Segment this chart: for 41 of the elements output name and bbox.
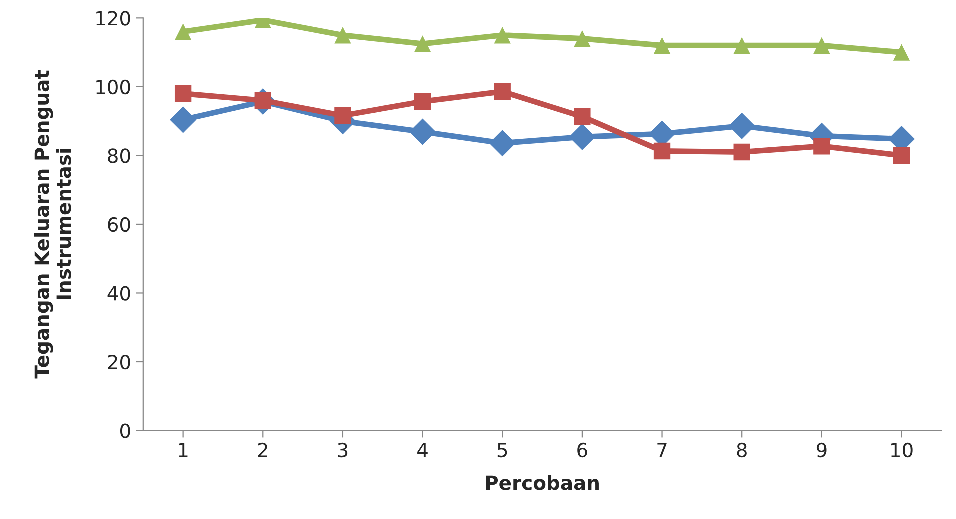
point (734, 37, 750, 54)
point (893, 44, 910, 61)
point (494, 83, 511, 100)
point (814, 138, 830, 155)
x-tick-label: 1 (179, 443, 188, 458)
point (893, 147, 910, 164)
y-tick-label: 0 (120, 424, 130, 438)
point (654, 37, 671, 54)
x-tick-label: 7 (658, 443, 667, 458)
y-axis-title: Tegangan Keluaran Penguat Instrumentasi (34, 70, 72, 379)
point (170, 106, 197, 134)
x-tick-label: 9 (816, 442, 827, 458)
y-tick-label: 80 (108, 148, 130, 164)
y-tick-label: 100 (96, 80, 130, 95)
point (334, 107, 352, 124)
point (728, 112, 756, 140)
x-tick-label: 4 (418, 443, 428, 458)
point (334, 27, 352, 44)
x-tick-label: 2 (258, 442, 268, 458)
point (414, 36, 432, 52)
point (414, 93, 432, 110)
point (410, 118, 436, 146)
point (654, 142, 671, 160)
y-tick-label: 40 (108, 286, 130, 301)
point (174, 24, 192, 40)
y-tick-label: 60 (108, 217, 130, 232)
point (174, 85, 192, 102)
point (574, 108, 591, 126)
point (814, 37, 830, 54)
x-axis-title: Percobaan (486, 475, 599, 490)
y-tick-label: 20 (108, 354, 130, 370)
point (574, 30, 591, 48)
x-tick-label: 3 (338, 442, 348, 458)
x-tick-label: 6 (578, 442, 588, 458)
x-tick-label: 8 (737, 442, 747, 458)
point (494, 27, 511, 44)
point (489, 130, 516, 157)
y-tick-label: 120 (96, 11, 130, 26)
point (734, 144, 750, 161)
x-tick-label: 5 (498, 443, 508, 458)
x-tick-label: 10 (892, 442, 913, 458)
